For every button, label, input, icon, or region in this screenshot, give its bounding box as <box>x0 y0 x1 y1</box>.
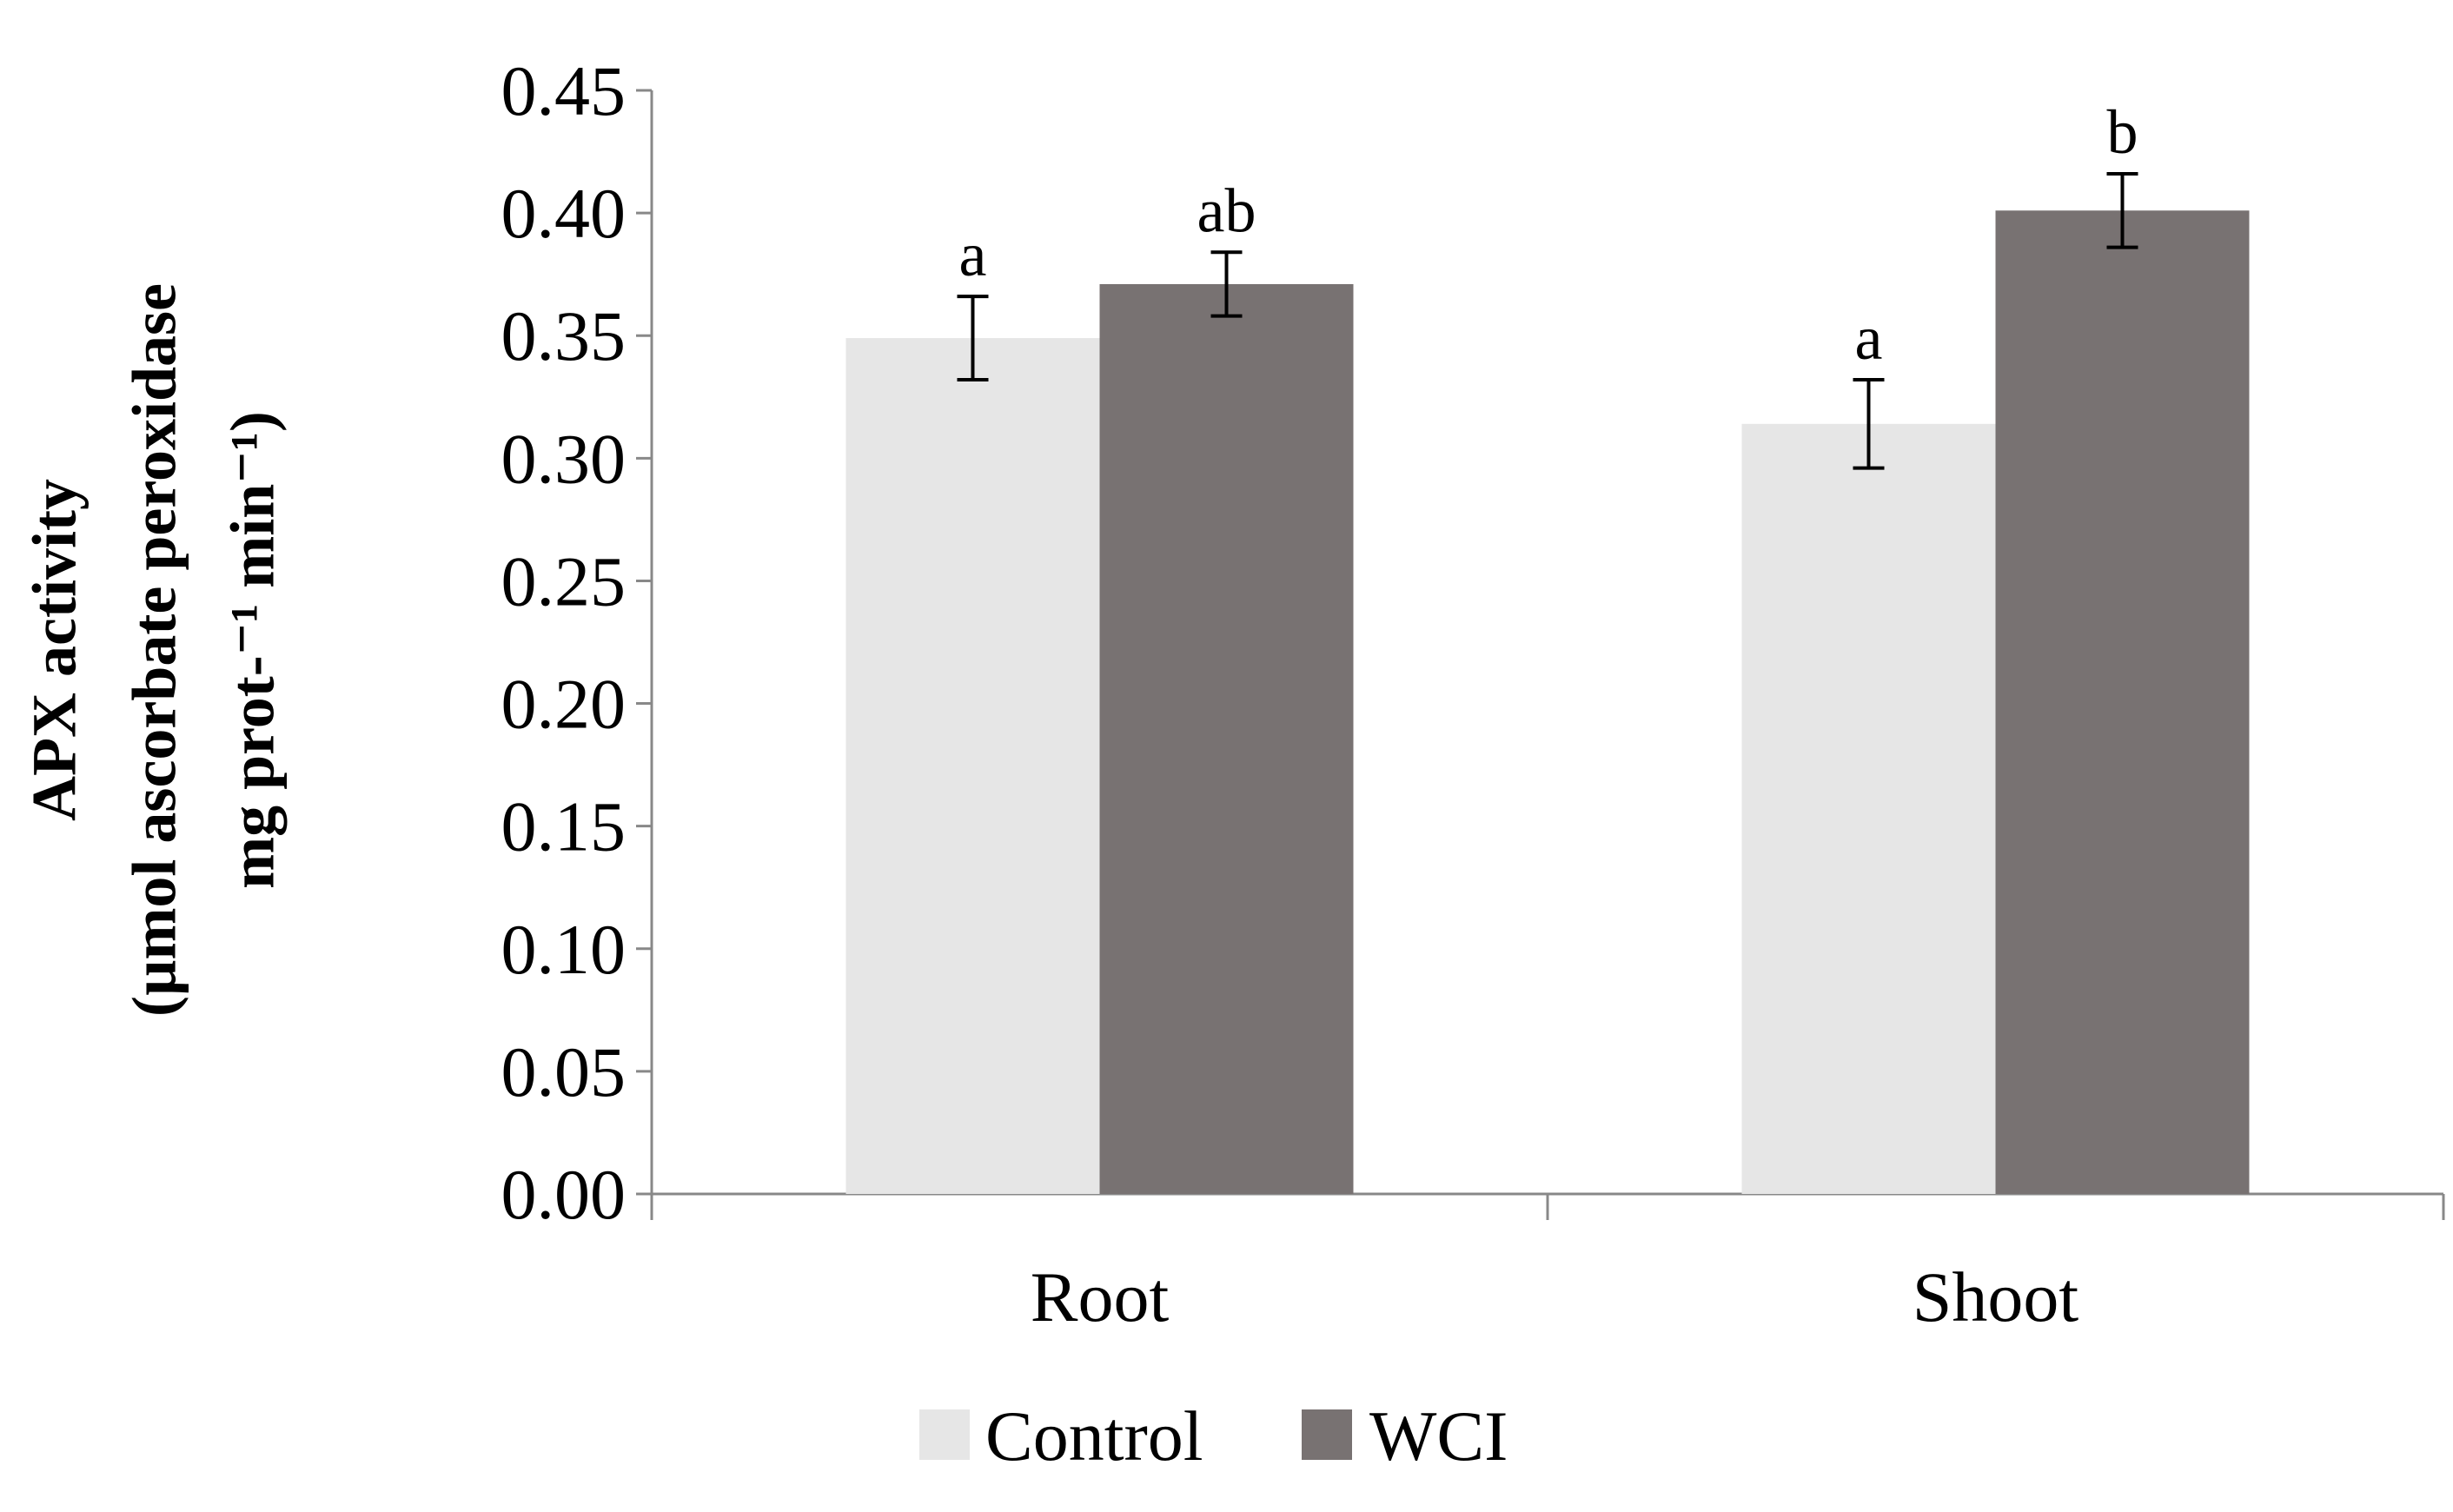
significance-letter: ab <box>1197 176 1256 245</box>
x-axis: Root Shoot <box>650 1192 2445 1336</box>
bar-control-root <box>845 338 1100 1194</box>
y-axis-title-line: mg prot-⁻¹ min⁻¹) <box>218 411 288 889</box>
bar-control-shoot <box>1741 423 1996 1194</box>
significance-letter: a <box>1855 303 1883 373</box>
y-tick-label: 0.10 <box>501 910 627 989</box>
y-tick-label: 0.30 <box>501 419 627 498</box>
x-category-label: Root <box>1031 1257 1170 1336</box>
y-tick-label: 0.00 <box>501 1155 627 1234</box>
legend-item-wci: WCI <box>1302 1396 1508 1476</box>
legend-label: WCI <box>1369 1396 1508 1476</box>
y-tick-label: 0.20 <box>501 665 627 744</box>
bar-wci-root <box>1099 283 1354 1194</box>
y-tick-label: 0.05 <box>501 1032 627 1111</box>
legend-swatch <box>1302 1409 1352 1460</box>
y-tick-label: 0.35 <box>501 296 627 375</box>
x-category-label: Shoot <box>1913 1257 2079 1336</box>
y-axis-title-line: APX activity <box>20 479 90 821</box>
y-axis-title-line: (µmol ascorbate peroxidase <box>120 283 189 1017</box>
y-tick-label: 0.25 <box>501 541 627 620</box>
error-bar <box>1210 250 1243 318</box>
bar-wci-shoot <box>1995 210 2250 1194</box>
y-tick-label: 0.45 <box>501 51 627 130</box>
legend: Control WCI <box>919 1396 1508 1476</box>
y-tick-label: 0.40 <box>501 174 627 253</box>
y-axis: 0.00 0.05 0.10 0.15 0.20 0.25 0.30 0.35 0.40 0.45 <box>501 51 653 1234</box>
legend-label: Control <box>985 1396 1203 1476</box>
error-bar <box>2106 171 2138 249</box>
error-bar <box>1853 378 1885 470</box>
error-bar <box>957 295 989 382</box>
y-tick-label: 0.15 <box>501 787 627 866</box>
y-axis-title: APX activity (µmol ascorbate peroxidase mg… <box>20 283 288 1017</box>
legend-swatch <box>919 1409 970 1460</box>
significance-letter: a <box>959 220 987 289</box>
legend-item-control: Control <box>919 1396 1203 1476</box>
significance-letter: b <box>2107 97 2138 167</box>
